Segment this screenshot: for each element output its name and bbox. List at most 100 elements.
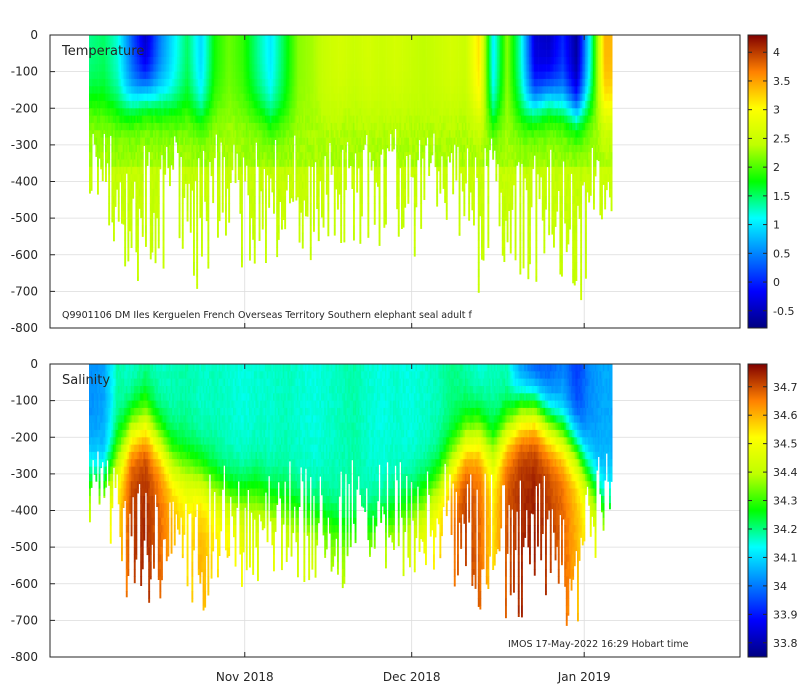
profile-cell	[241, 225, 243, 234]
profile-column	[194, 35, 197, 181]
profile-cell	[212, 174, 215, 182]
profile-cell	[241, 210, 243, 219]
profile-cell	[130, 130, 133, 138]
profile-cell	[199, 57, 202, 65]
profile-cell	[196, 232, 199, 241]
profile-cell	[114, 64, 117, 72]
profile-cell	[185, 152, 187, 160]
profile-cell	[202, 86, 205, 94]
profile-cell	[306, 203, 309, 212]
profile-column	[169, 35, 171, 187]
profile-cell	[167, 78, 170, 87]
profile-cell	[258, 210, 261, 219]
profile-cell	[162, 210, 165, 219]
profile-cell	[157, 203, 160, 212]
profile-cell	[197, 35, 200, 43]
profile-cell	[116, 93, 119, 102]
profile-column	[173, 35, 176, 137]
profile-cell	[121, 71, 123, 80]
profile-cell	[301, 203, 304, 212]
profile-cell	[193, 240, 195, 248]
profile-cell	[181, 188, 184, 197]
profile-cell	[132, 100, 135, 109]
profile-cell	[202, 57, 205, 65]
profile-cell	[121, 122, 123, 131]
profile-cell	[292, 152, 295, 160]
profile-cell	[196, 42, 199, 50]
profile-cell	[309, 254, 312, 261]
profile-cell	[119, 108, 122, 116]
profile-cell	[317, 225, 320, 234]
profile-cell	[140, 100, 143, 109]
profile-cell	[93, 122, 96, 131]
profile-cell	[185, 78, 187, 87]
profile-cell	[183, 35, 186, 43]
profile-cell	[191, 130, 194, 138]
profile-cell	[101, 35, 104, 43]
profile-cell	[327, 196, 330, 204]
profile-cell	[106, 57, 109, 65]
profile-cell	[153, 49, 155, 58]
profile-cell	[100, 144, 103, 153]
profile-cell	[193, 100, 195, 109]
profile-cell	[130, 196, 133, 204]
profile-cell	[106, 35, 109, 43]
profile-cell	[121, 188, 123, 197]
profile-column	[108, 35, 111, 226]
profile-cell	[191, 188, 194, 191]
profile-cell	[132, 159, 135, 168]
profile-cell	[186, 42, 189, 50]
profile-cell	[124, 181, 127, 190]
profile-cell	[157, 232, 160, 241]
profile-cell	[180, 115, 183, 124]
profile-cell	[114, 130, 117, 138]
profile-cell	[241, 181, 243, 190]
profile-cell	[101, 49, 104, 58]
profile-cell	[157, 93, 160, 102]
profile-cell	[378, 218, 381, 226]
profile-cell	[132, 71, 135, 80]
profile-cell	[193, 262, 195, 270]
profile-column	[93, 35, 96, 145]
profile-cell	[148, 144, 151, 153]
profile-cell	[285, 181, 288, 190]
profile-cell	[153, 210, 155, 213]
profile-cell	[162, 181, 165, 190]
profile-cell	[149, 144, 152, 153]
profile-cell	[172, 130, 175, 138]
profile-column	[189, 35, 192, 233]
profile-cell	[407, 181, 410, 190]
profile-cell	[127, 203, 130, 212]
profile-cell	[181, 100, 184, 109]
profile-cell	[100, 166, 103, 170]
profile-cell	[103, 122, 106, 131]
profile-cell	[130, 49, 133, 58]
profile-cell	[249, 240, 251, 248]
profile-cell	[108, 122, 111, 131]
profile-cell	[167, 159, 170, 168]
profile-cell	[273, 203, 275, 212]
profile-cell	[149, 64, 152, 72]
profile-cell	[165, 115, 168, 124]
profile-cell	[109, 64, 112, 72]
profile-cell	[140, 57, 143, 65]
profile-cell	[109, 115, 112, 124]
profile-cell	[173, 108, 176, 116]
profile-cell	[201, 174, 203, 182]
profile-column	[172, 35, 175, 170]
profile-cell	[137, 218, 139, 226]
profile-cell	[157, 166, 160, 175]
profile-cell	[285, 188, 288, 191]
profile-cell	[111, 203, 114, 212]
profile-cell	[292, 159, 295, 168]
profile-cell	[197, 64, 200, 72]
profile-cell	[145, 130, 147, 138]
profile-cell	[193, 122, 195, 131]
profile-cell	[404, 203, 407, 208]
profile-cell	[100, 57, 103, 65]
profile-cell	[101, 174, 104, 182]
profile-cell	[154, 93, 157, 102]
profile-cell	[151, 210, 154, 219]
profile-cell	[97, 42, 99, 50]
profile-cell	[170, 122, 173, 131]
